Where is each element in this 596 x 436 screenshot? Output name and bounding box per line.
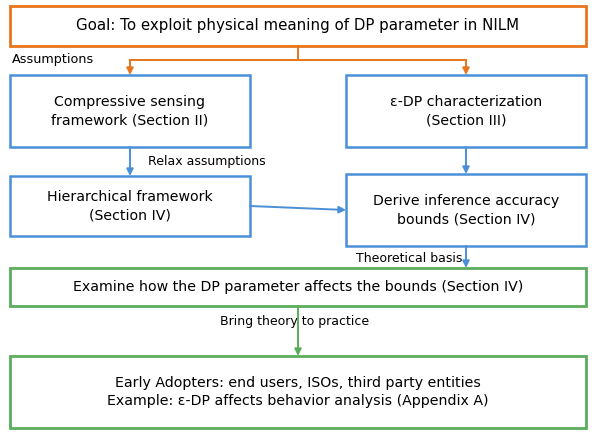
FancyBboxPatch shape — [10, 75, 250, 147]
Text: Examine how the DP parameter affects the bounds (Section IV): Examine how the DP parameter affects the… — [73, 280, 523, 294]
FancyBboxPatch shape — [10, 356, 586, 428]
FancyBboxPatch shape — [346, 75, 586, 147]
Text: Hierarchical framework
(Section IV): Hierarchical framework (Section IV) — [47, 190, 213, 222]
Text: Early Adopters: end users, ISOs, third party entities
Example: ε-DP affects beha: Early Adopters: end users, ISOs, third p… — [107, 375, 489, 409]
Text: Compressive sensing
framework (Section II): Compressive sensing framework (Section I… — [51, 95, 209, 127]
FancyBboxPatch shape — [10, 176, 250, 236]
Text: Bring theory to practice: Bring theory to practice — [220, 316, 369, 328]
Text: Goal: To exploit physical meaning of DP parameter in NILM: Goal: To exploit physical meaning of DP … — [76, 18, 520, 34]
FancyBboxPatch shape — [10, 6, 586, 46]
FancyBboxPatch shape — [10, 268, 586, 306]
Text: Relax assumptions: Relax assumptions — [148, 156, 266, 168]
Text: ε-DP characterization
(Section III): ε-DP characterization (Section III) — [390, 95, 542, 127]
FancyBboxPatch shape — [346, 174, 586, 246]
Text: Theoretical basis: Theoretical basis — [356, 252, 462, 265]
Text: Assumptions: Assumptions — [12, 54, 94, 67]
Text: Derive inference accuracy
bounds (Section IV): Derive inference accuracy bounds (Sectio… — [373, 194, 559, 226]
